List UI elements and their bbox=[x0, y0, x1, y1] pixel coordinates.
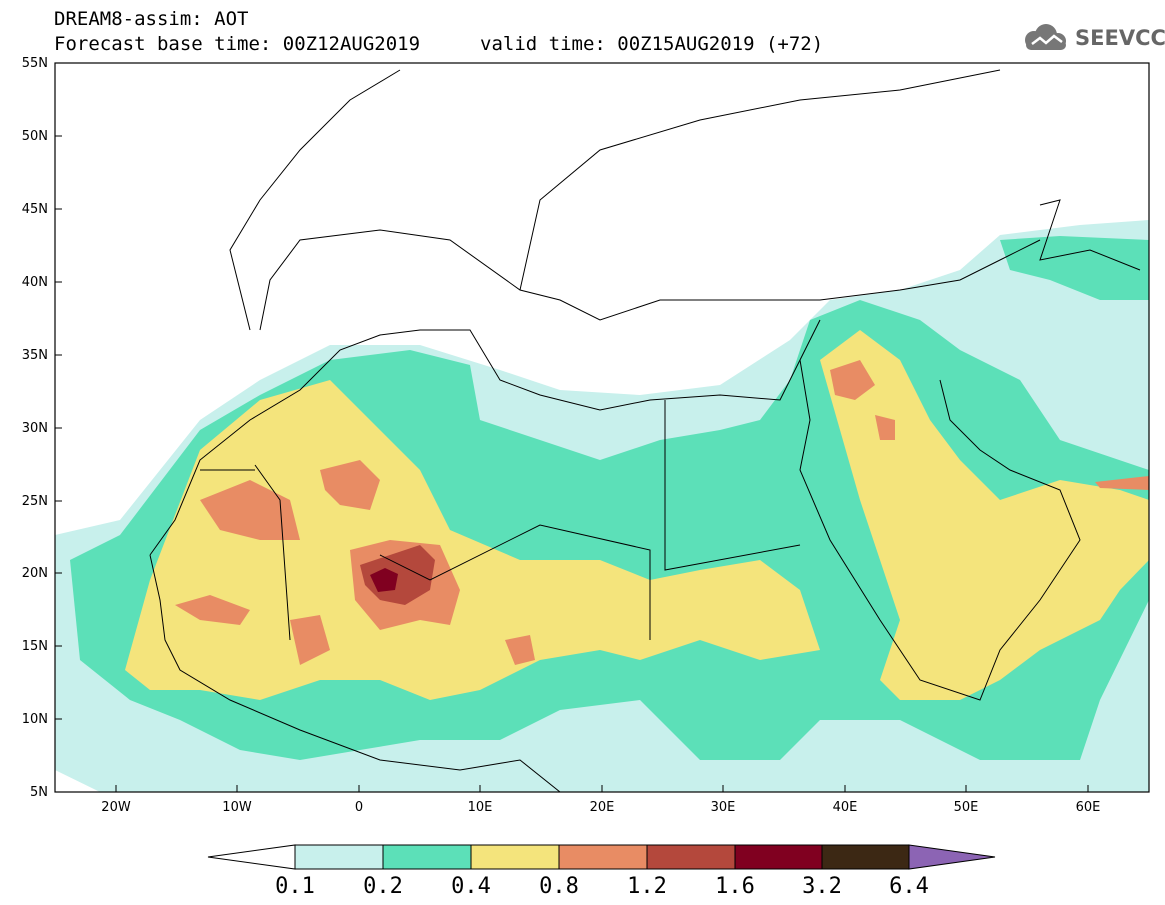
lon-label: 30E bbox=[710, 800, 736, 815]
lat-label: 45N bbox=[21, 202, 48, 217]
aot-0.2-region-caspian bbox=[1000, 236, 1149, 300]
aot-0.4-region-arabia bbox=[820, 330, 1149, 700]
aot-0.8-region-5 bbox=[290, 615, 330, 665]
lat-label: 50N bbox=[21, 129, 48, 144]
colorbar-bin-1.6 bbox=[734, 844, 823, 870]
colorbar-bin-0.1 bbox=[294, 844, 384, 870]
lon-label: 60E bbox=[1075, 800, 1101, 815]
lon-label: 40E bbox=[832, 800, 858, 815]
colorbar-bin-0.4 bbox=[470, 844, 560, 870]
lon-label: 50E bbox=[953, 800, 979, 815]
aot-0.8-region-8 bbox=[875, 415, 895, 440]
lat-label: 10N bbox=[21, 712, 48, 727]
lat-label: 40N bbox=[21, 275, 48, 290]
lat-label: 20N bbox=[21, 566, 48, 581]
aot-0.8-region-2 bbox=[175, 595, 250, 625]
lon-label: 10E bbox=[467, 800, 493, 815]
colorbar-bin-0.2 bbox=[382, 844, 472, 870]
lat-label: 15N bbox=[21, 639, 48, 654]
colorbar-label: 0.2 bbox=[363, 874, 403, 899]
lon-label: 0 bbox=[354, 800, 364, 815]
base-time-label: Forecast base time: 00Z12AUG2019 bbox=[54, 33, 421, 55]
lat-label: 25N bbox=[21, 494, 48, 509]
coastlines bbox=[149, 69, 1141, 792]
cloud-icon bbox=[1025, 24, 1066, 50]
colorbar-label: 6.4 bbox=[889, 874, 929, 899]
map-title: DREAM8-assim: AOT bbox=[54, 8, 249, 30]
axis-ticks bbox=[55, 62, 1089, 792]
colorbar-label: 1.2 bbox=[627, 874, 667, 899]
colorbar-label: 0.1 bbox=[275, 874, 315, 899]
colorbar-bin-1.2 bbox=[646, 844, 736, 870]
aot-0.8-region-7 bbox=[830, 360, 875, 400]
lon-label: 20W bbox=[101, 800, 131, 815]
lat-label: 55N bbox=[21, 56, 48, 71]
valid-time-label: valid time: 00Z15AUG2019 (+72) bbox=[480, 33, 824, 55]
colorbar-label: 1.6 bbox=[715, 874, 755, 899]
colorbar-bin-0.8 bbox=[558, 844, 648, 870]
colorbar-label: 0.8 bbox=[539, 874, 579, 899]
colorbar-label: 3.2 bbox=[802, 874, 842, 899]
lat-label: 30N bbox=[21, 421, 48, 436]
aot-0.8-region-3 bbox=[320, 460, 380, 510]
aot-1.6-region bbox=[370, 568, 398, 592]
aot-0.8-region-9 bbox=[1095, 476, 1149, 490]
colorbar-label: 0.4 bbox=[451, 874, 491, 899]
colorbar-bin-6.4 bbox=[908, 844, 996, 870]
lat-label: 35N bbox=[21, 348, 48, 363]
logo-text: SEEVCCC bbox=[1075, 26, 1165, 50]
colorbar bbox=[207, 844, 996, 870]
lon-label: 20E bbox=[589, 800, 615, 815]
aot-0.8-region-6 bbox=[505, 635, 535, 665]
lat-label: 5N bbox=[30, 785, 48, 800]
aot-fields bbox=[55, 220, 1149, 792]
colorbar-bin-3.2 bbox=[821, 844, 910, 870]
lon-label: 10W bbox=[222, 800, 252, 815]
aot-0.8-region bbox=[200, 480, 300, 540]
